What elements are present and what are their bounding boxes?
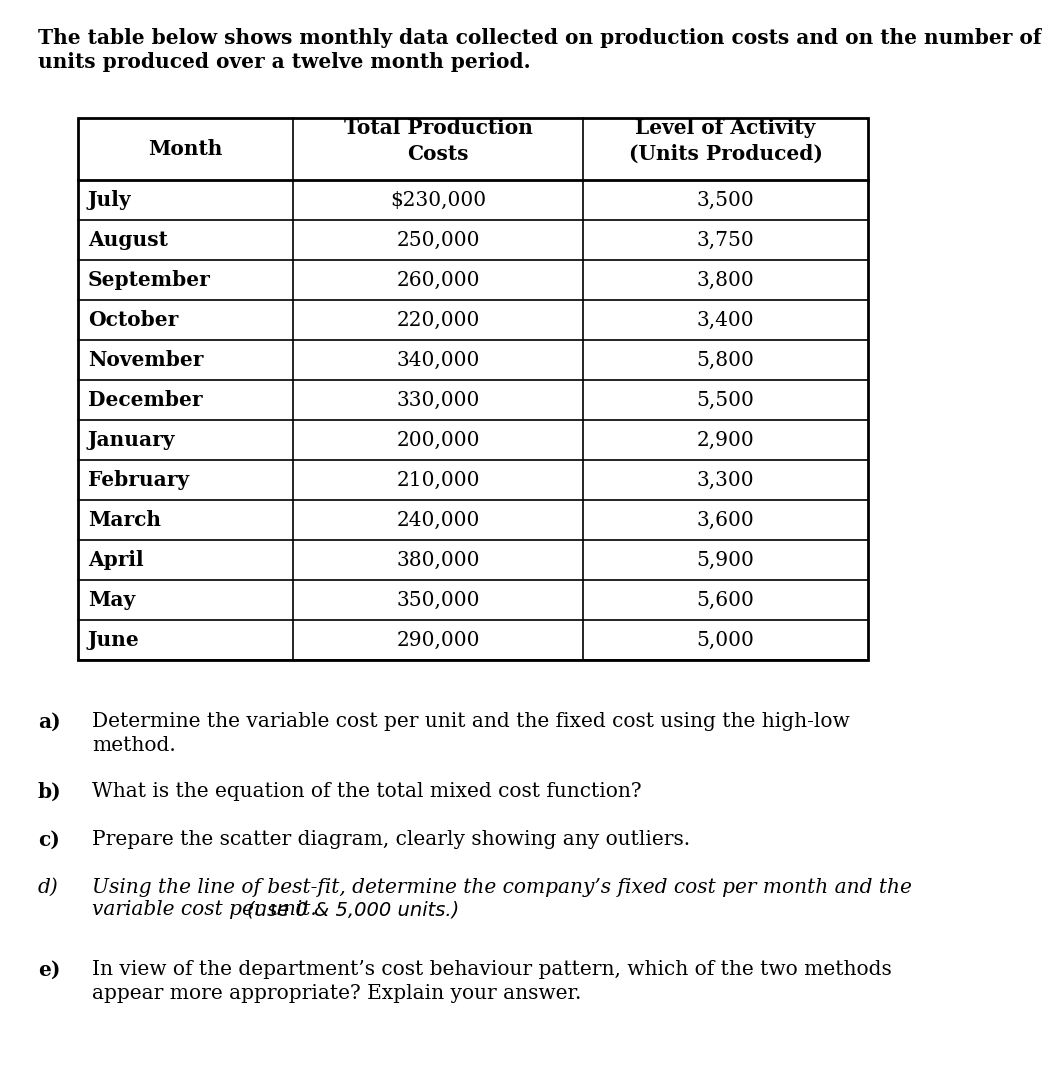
- Text: 240,000: 240,000: [396, 511, 479, 529]
- Text: variable cost per unit.: variable cost per unit.: [92, 900, 323, 919]
- Text: November: November: [88, 350, 203, 370]
- Text: 220,000: 220,000: [396, 310, 479, 330]
- Text: 2,900: 2,900: [697, 430, 754, 450]
- Text: 3,300: 3,300: [697, 470, 754, 490]
- Text: a): a): [38, 712, 60, 732]
- Text: units produced over a twelve month period.: units produced over a twelve month perio…: [38, 52, 530, 72]
- Text: 5,900: 5,900: [696, 551, 754, 569]
- Text: 210,000: 210,000: [396, 470, 479, 490]
- Text: 380,000: 380,000: [396, 551, 479, 569]
- Text: March: March: [88, 509, 162, 530]
- Text: $230,000: $230,000: [390, 191, 486, 209]
- Text: d): d): [38, 878, 58, 896]
- Text: August: August: [88, 230, 168, 250]
- Text: Total Production
Costs: Total Production Costs: [344, 118, 532, 164]
- Text: 260,000: 260,000: [396, 271, 479, 289]
- Text: 350,000: 350,000: [396, 591, 479, 609]
- Text: 3,400: 3,400: [697, 310, 754, 330]
- Text: c): c): [38, 830, 59, 850]
- Text: Level of Activity
(Units Produced): Level of Activity (Units Produced): [628, 118, 822, 164]
- Text: 5,500: 5,500: [696, 390, 754, 410]
- Text: 3,500: 3,500: [697, 191, 754, 209]
- Text: 3,750: 3,750: [697, 231, 754, 249]
- Text: April: April: [88, 550, 144, 570]
- Text: January: January: [88, 430, 175, 450]
- Text: In view of the department’s cost behaviour pattern, which of the two methods
app: In view of the department’s cost behavio…: [92, 960, 892, 1004]
- Text: What is the equation of the total mixed cost function?: What is the equation of the total mixed …: [92, 782, 642, 801]
- Text: Determine the variable cost per unit and the fixed cost using the high-low
metho: Determine the variable cost per unit and…: [92, 712, 849, 756]
- Text: b): b): [38, 782, 61, 802]
- Text: February: February: [88, 470, 189, 490]
- Text: Prepare the scatter diagram, clearly showing any outliers.: Prepare the scatter diagram, clearly sho…: [92, 830, 690, 849]
- Text: 3,800: 3,800: [697, 271, 754, 289]
- Text: The table below shows monthly data collected on production costs and on the numb: The table below shows monthly data colle…: [38, 28, 1042, 48]
- Text: 340,000: 340,000: [396, 350, 479, 370]
- Text: 5,800: 5,800: [696, 350, 754, 370]
- Text: 200,000: 200,000: [396, 430, 479, 450]
- Text: e): e): [38, 960, 60, 980]
- Text: 5,600: 5,600: [696, 591, 754, 609]
- Text: June: June: [88, 630, 140, 650]
- Text: 330,000: 330,000: [396, 390, 479, 410]
- Text: Month: Month: [148, 139, 223, 159]
- Text: (use 0 & 5,000 units.): (use 0 & 5,000 units.): [247, 900, 460, 919]
- Text: September: September: [88, 270, 210, 291]
- Text: May: May: [88, 590, 135, 610]
- Text: December: December: [88, 390, 202, 410]
- Text: 5,000: 5,000: [696, 631, 754, 649]
- Text: October: October: [88, 310, 178, 330]
- Bar: [78, 118, 868, 660]
- Text: 250,000: 250,000: [396, 231, 479, 249]
- Text: 290,000: 290,000: [396, 631, 479, 649]
- Text: 3,600: 3,600: [697, 511, 754, 529]
- Text: Using the line of best-fit, determine the company’s fixed cost per month and the: Using the line of best-fit, determine th…: [92, 878, 912, 896]
- Text: July: July: [88, 190, 131, 210]
